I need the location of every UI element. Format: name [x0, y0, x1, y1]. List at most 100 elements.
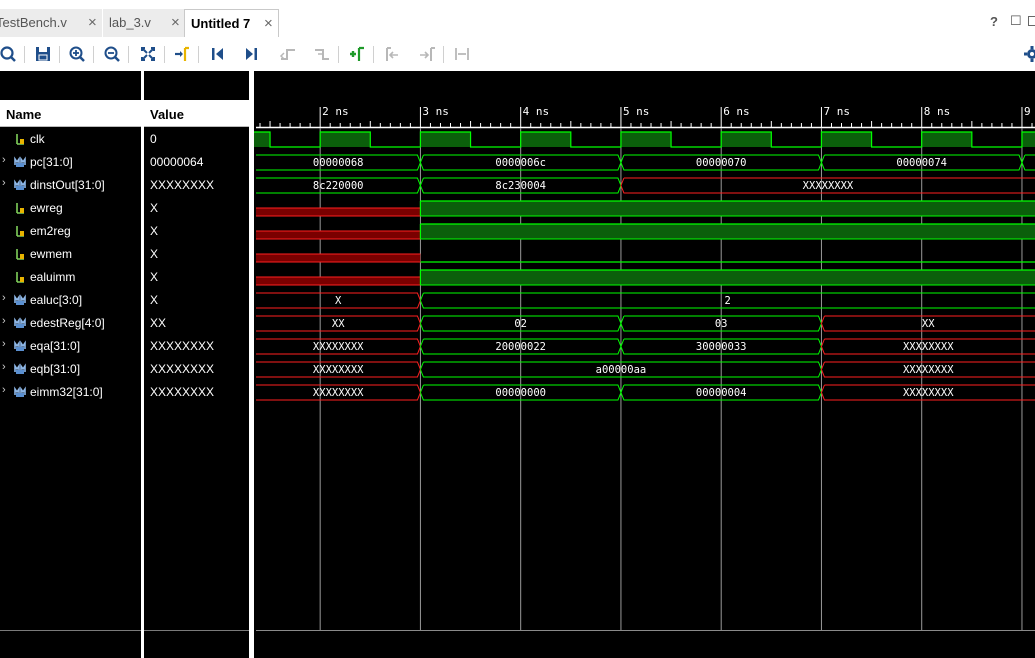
save-icon[interactable]	[31, 42, 55, 66]
bus-signal-icon	[14, 386, 26, 397]
signal-row[interactable]: ewmem	[0, 243, 141, 266]
next-transition-icon[interactable]	[310, 42, 334, 66]
signal-row[interactable]: › eqa[31:0]	[0, 335, 141, 358]
chevron-right-icon[interactable]: ›	[2, 154, 6, 166]
signal-row[interactable]: clk	[0, 128, 141, 151]
tab-untitled-7[interactable]: Untitled 7 ×	[184, 9, 279, 37]
zoom-in-icon[interactable]	[65, 42, 89, 66]
previous-transition-icon[interactable]	[276, 42, 300, 66]
go-to-cursor-icon[interactable]	[170, 42, 194, 66]
clock-high-fill	[620, 132, 672, 147]
bit-signal-icon	[16, 272, 24, 283]
signal-value: 00000064	[150, 155, 204, 169]
bus-signal-icon	[14, 317, 26, 328]
tab-testbench[interactable]: TestBench.v ×	[0, 9, 102, 37]
column-splitter[interactable]	[141, 71, 144, 658]
settings-icon[interactable]	[1020, 42, 1035, 66]
signal-row[interactable]: › dinstOut[31:0]	[0, 174, 141, 197]
bus-value-label: XXXXXXXX	[313, 387, 364, 399]
chevron-right-icon[interactable]: ›	[2, 292, 6, 304]
add-marker-icon[interactable]	[345, 42, 369, 66]
ruler-tick-label: 6 ns	[723, 105, 750, 118]
chevron-right-icon[interactable]: ›	[2, 384, 6, 396]
help-icon[interactable]: ?	[990, 14, 998, 29]
name-column-header[interactable]: Name	[0, 100, 141, 127]
previous-marker-icon[interactable]	[380, 42, 404, 66]
maximize-icon[interactable]	[1028, 16, 1035, 26]
signal-value: XXXXXXXX	[150, 385, 215, 399]
toolbar-separator	[443, 46, 444, 63]
signal-value: X	[150, 224, 159, 238]
signal-row[interactable]: › eqb[31:0]	[0, 358, 141, 381]
signal-value: X	[150, 270, 159, 284]
tab-lab-3[interactable]: lab_3.v ×	[103, 9, 186, 37]
bus-value-label: XXXXXXXX	[313, 341, 364, 353]
signal-row[interactable]: ealuimm	[0, 266, 141, 289]
bit-signal-icon	[16, 134, 24, 145]
signal-name: clk	[30, 132, 45, 146]
restore-icon[interactable]: ☐	[1010, 13, 1022, 28]
bit-x-fill	[256, 277, 421, 285]
toolbar-separator	[338, 46, 339, 63]
bus-value-label: 02	[514, 318, 527, 330]
ruler-tick-label: 7 ns	[823, 105, 850, 118]
signal-row[interactable]: › ealuc[3:0]	[0, 289, 141, 312]
tab-bar-strip	[0, 0, 1035, 8]
close-icon[interactable]: ×	[171, 14, 180, 31]
waveform-canvas[interactable]: 2 ns 3 ns 4 ns 5 ns 6 ns 7 ns 8 ns 9 00000068 000…	[254, 71, 1035, 658]
bus-signal-icon	[14, 294, 26, 305]
signal-name: edestReg[4:0]	[30, 316, 105, 330]
search-icon[interactable]	[0, 42, 20, 66]
bus-value-label: 00000070	[696, 157, 747, 169]
signal-value: 0	[150, 132, 157, 146]
next-marker-icon[interactable]	[415, 42, 439, 66]
bus-segment	[820, 315, 1035, 332]
clock-high-fill	[420, 132, 471, 147]
swap-cursors-icon[interactable]	[450, 42, 474, 66]
bit-x-fill	[256, 231, 421, 239]
editor-tab-bar: TestBench.v × lab_3.v × Untitled 7 × ? ☐	[0, 0, 1035, 39]
bit-signal-icon	[16, 249, 24, 260]
ruler-tick-label: 4 ns	[523, 105, 550, 118]
signal-row[interactable]: › edestReg[4:0]	[0, 312, 141, 335]
signal-row[interactable]: › pc[31:0]	[0, 151, 141, 174]
close-icon[interactable]: ×	[88, 14, 97, 31]
chevron-right-icon[interactable]: ›	[2, 177, 6, 189]
chevron-right-icon[interactable]: ›	[2, 361, 6, 373]
signal-row[interactable]: ewreg	[0, 197, 141, 220]
signal-name: ewmem	[30, 247, 73, 261]
bit-high-fill	[420, 224, 1035, 239]
clock-high-fill	[1021, 132, 1035, 147]
value-column-header[interactable]: Value	[144, 100, 249, 127]
bus-segment	[419, 177, 622, 194]
bus-value-label: XXXXXXXX	[903, 341, 954, 353]
ruler-tick-label: 9	[1024, 105, 1031, 118]
go-to-start-icon[interactable]	[205, 42, 229, 66]
signal-row[interactable]: › eimm32[31:0]	[0, 381, 141, 404]
signal-row[interactable]: em2reg	[0, 220, 141, 243]
signal-name: eqa[31:0]	[30, 339, 81, 353]
bus-signal-icon	[14, 340, 26, 351]
wave-splitter[interactable]	[249, 71, 254, 658]
signal-name-column: Name clk › pc[31:0] › dinstOut[31:0] ewreg em2…	[0, 71, 141, 658]
go-to-end-icon[interactable]	[240, 42, 264, 66]
tab-label: lab_3.v	[109, 15, 151, 30]
signal-name: ealuimm	[30, 270, 76, 284]
bus-value-label: 30000033	[696, 341, 747, 353]
zoom-fit-icon[interactable]	[136, 42, 160, 66]
bus-value-label: X	[335, 295, 342, 307]
chevron-right-icon[interactable]: ›	[2, 338, 6, 350]
bus-segment	[1021, 154, 1035, 171]
pane-divider	[144, 630, 249, 631]
bus-segment	[419, 338, 622, 355]
bus-segment	[419, 361, 822, 378]
chevron-right-icon[interactable]: ›	[2, 315, 6, 327]
bus-segment	[419, 384, 622, 401]
zoom-out-icon[interactable]	[100, 42, 124, 66]
bus-value-label: 00000000	[495, 387, 546, 399]
bus-value-label: 00000004	[696, 387, 747, 399]
ruler-background	[254, 71, 1035, 127]
bus-segment	[419, 154, 622, 171]
close-icon[interactable]: ×	[264, 15, 273, 32]
toolbar-separator	[164, 46, 165, 63]
